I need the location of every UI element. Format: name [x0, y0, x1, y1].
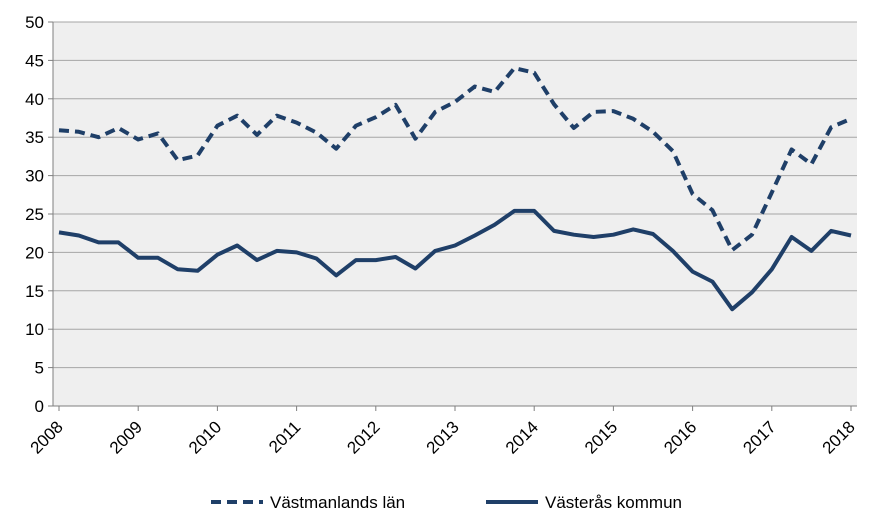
series-lines — [58, 66, 852, 312]
x-tick-label-2010: 2010 — [185, 417, 225, 457]
x-tick-label-2013: 2013 — [423, 417, 463, 457]
y-tick-label-10: 10 — [25, 320, 44, 339]
y-tick-label-30: 30 — [25, 167, 44, 186]
x-tick-label-2012: 2012 — [343, 417, 383, 457]
y-tick-label-45: 45 — [25, 51, 44, 70]
x-tick-label-2015: 2015 — [581, 417, 621, 457]
x-tick-label-2011: 2011 — [265, 417, 304, 456]
y-tick-label-50: 50 — [25, 13, 44, 32]
y-tick-label-5: 5 — [35, 359, 44, 378]
gridlines — [53, 21, 857, 369]
legend-label-vastmanlands-lan: Västmanlands län — [270, 493, 405, 512]
y-tick-label-0: 0 — [35, 397, 44, 416]
series-line-vasteras-kommun — [58, 208, 852, 312]
series-line-vastmanlands-lan — [58, 66, 852, 253]
y-tick-label-20: 20 — [25, 243, 44, 262]
x-tick-label-2009: 2009 — [106, 417, 146, 457]
legend-label-vasteras-kommun: Västerås kommun — [545, 493, 682, 512]
y-axis-tick-labels: 0 5 10 15 20 25 30 35 40 45 50 — [25, 13, 53, 416]
x-tick-label-2018: 2018 — [819, 417, 859, 457]
x-tick-label-2016: 2016 — [660, 417, 700, 457]
legend: Västmanlands län Västerås kommun — [211, 493, 682, 512]
x-tick-label-2008: 2008 — [27, 417, 67, 457]
x-axis-tick-labels: 2008 2009 2010 2011 2012 2013 2014 2015 2016 2017… — [27, 406, 859, 458]
y-tick-label-35: 35 — [25, 128, 44, 147]
x-tick-label-2017: 2017 — [739, 417, 779, 457]
x-tick-label-2014: 2014 — [502, 417, 542, 457]
y-tick-label-15: 15 — [25, 282, 44, 301]
y-tick-label-40: 40 — [25, 90, 44, 109]
y-tick-label-25: 25 — [25, 205, 44, 224]
